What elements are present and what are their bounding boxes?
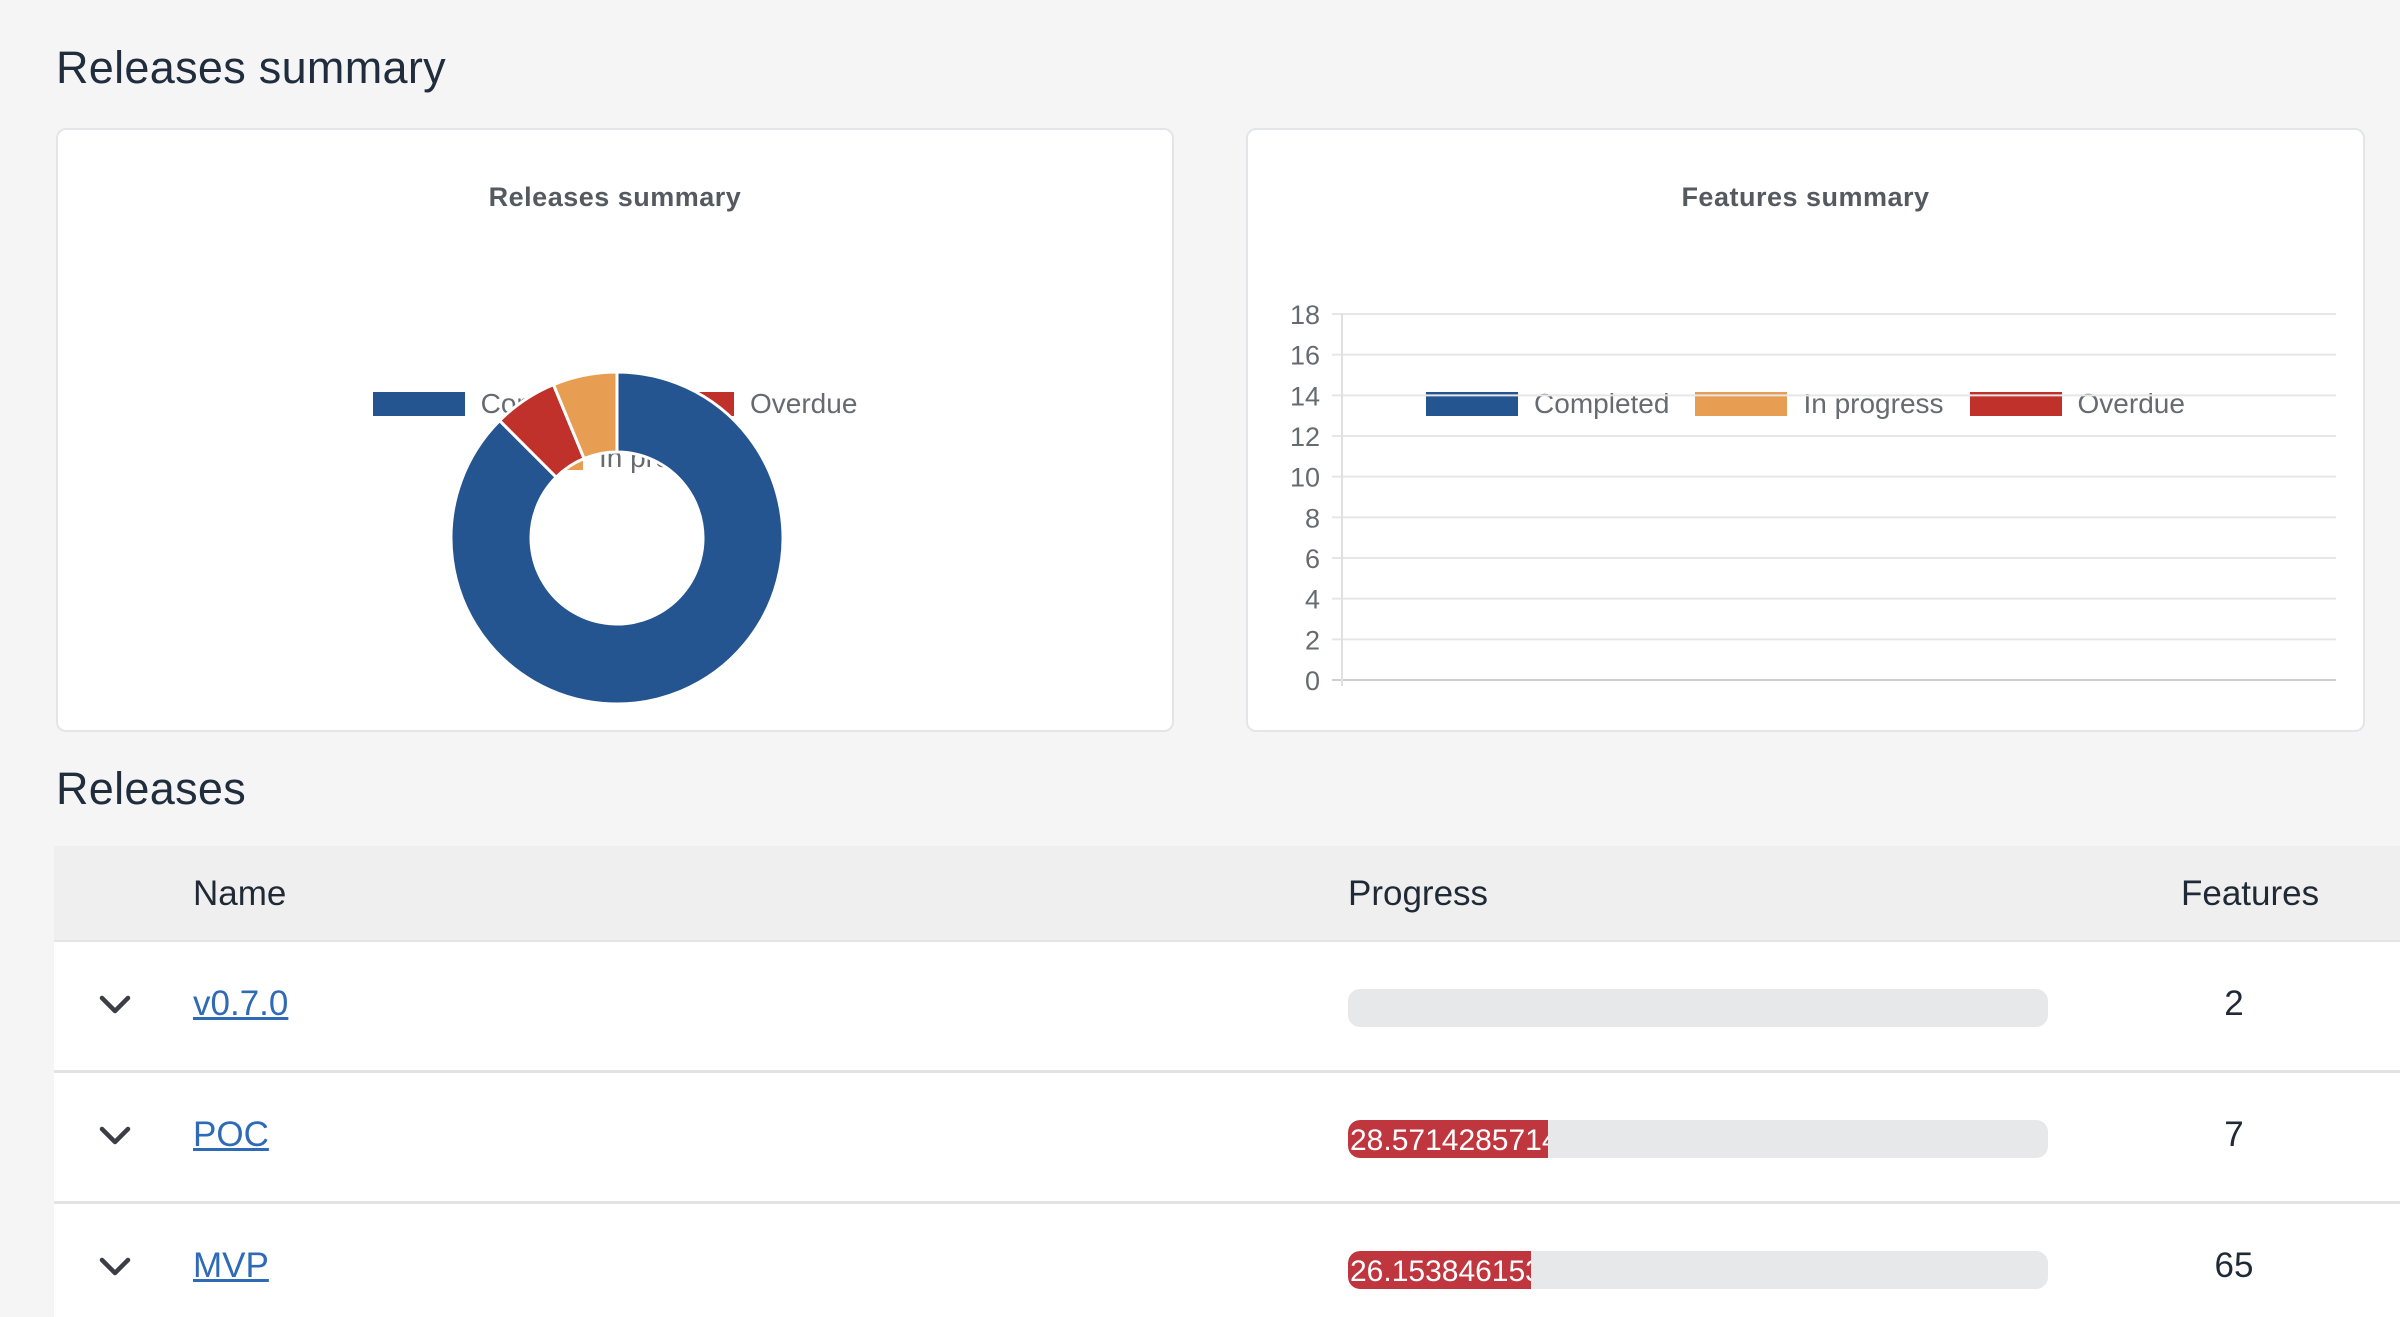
features-chart-title: Features summary (1681, 182, 1930, 212)
releases-heading: Releases (56, 763, 247, 814)
progress-fill: 28.571428571428573 (1348, 1120, 1548, 1158)
progress-value: 26.153846153846153 (1350, 1255, 1531, 1288)
chevron-down-icon[interactable] (96, 1121, 134, 1151)
releases-summary-heading: Releases summary (56, 42, 446, 93)
progress-bar: 28.571428571428573 (1348, 1120, 2048, 1158)
table-header: Name Progress Features (54, 846, 2400, 942)
progress-value: 28.571428571428573 (1350, 1124, 1548, 1157)
y-tick-label: 12 (1290, 422, 1320, 452)
release-link[interactable]: POC (193, 1115, 269, 1154)
legend-label-overdue: Overdue (750, 388, 858, 419)
y-tick-label: 6 (1305, 544, 1320, 574)
legend-item-completed[interactable]: Completed (1426, 388, 1669, 420)
releases-summary-card: Releases summary Completed Overdue In pr… (56, 128, 1174, 732)
y-tick-label: 10 (1290, 463, 1320, 493)
releases-chart-title: Releases summary (488, 182, 742, 212)
features-summary-card: Features summary Completed In progress O… (1246, 128, 2365, 732)
features-count: 7 (2224, 1115, 2244, 1154)
column-header-name[interactable]: Name (193, 874, 287, 913)
y-tick-label: 16 (1290, 341, 1320, 371)
features-count: 2 (2224, 984, 2244, 1023)
y-tick-label: 0 (1305, 666, 1320, 696)
release-link[interactable]: v0.7.0 (193, 984, 289, 1023)
legend-label-in-progress: In progress (1803, 388, 1944, 419)
releases-table: Name Progress Features v0.7.0 2 POC (54, 846, 2400, 1317)
chevron-down-icon[interactable] (96, 990, 134, 1020)
release-link[interactable]: MVP (193, 1246, 269, 1285)
legend-label-completed: Completed (1534, 388, 1670, 419)
table-row: POC 28.571428571428573 7 (54, 1073, 2400, 1204)
features-count: 65 (2214, 1246, 2254, 1285)
y-tick-label: 18 (1290, 300, 1320, 330)
column-header-progress[interactable]: Progress (1348, 874, 1489, 913)
releases-donut-chart (449, 370, 785, 706)
progress-fill: 26.153846153846153 (1348, 1251, 1532, 1289)
table-row: v0.7.0 2 (54, 942, 2400, 1073)
y-tick-label: 8 (1305, 503, 1320, 533)
donut-slice-completed[interactable] (449, 370, 785, 706)
y-tick-label: 4 (1305, 585, 1320, 615)
donut-slice-in-progress[interactable] (551, 370, 619, 461)
y-tick-label: 2 (1305, 625, 1320, 655)
progress-bar: 26.153846153846153 (1348, 1251, 2048, 1289)
legend-label-overdue: Overdue (2077, 388, 2185, 419)
legend-swatch-completed (372, 392, 465, 416)
chevron-down-icon[interactable] (96, 1252, 134, 1282)
features-bar-chart: 18 16 14 12 10 8 6 4 2 0 (1290, 300, 2336, 696)
y-tick-label: 14 (1290, 381, 1320, 411)
progress-bar (1348, 989, 2048, 1027)
column-header-features[interactable]: Features (2181, 874, 2320, 913)
table-row: MVP 26.153846153846153 65 (54, 1204, 2400, 1317)
